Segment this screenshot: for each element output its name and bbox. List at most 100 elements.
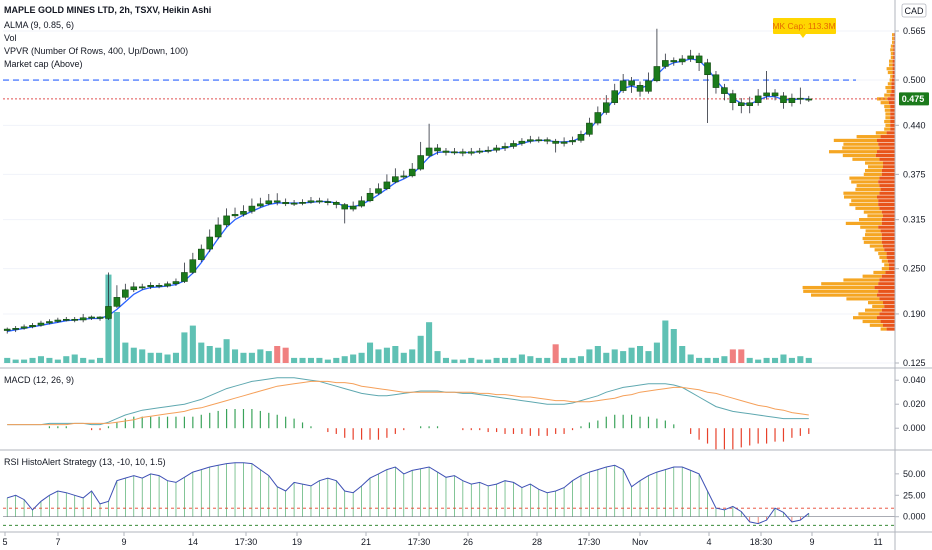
chart-title[interactable]: MAPLE GOLD MINES LTD, 2h, TSXV, Heikin A… xyxy=(4,5,212,15)
vpvr-row-down xyxy=(893,40,895,44)
vpvr-row-up xyxy=(859,218,882,222)
candle-body xyxy=(797,97,804,100)
vpvr-row-up xyxy=(865,168,882,173)
vpvr-row-up xyxy=(877,97,888,101)
volume-bar xyxy=(552,344,559,363)
vpvr-row-up xyxy=(843,278,880,282)
candle-body xyxy=(712,74,720,88)
volume-bar xyxy=(755,359,762,363)
vpvr-row-up xyxy=(875,131,887,135)
volume-bar xyxy=(299,357,306,363)
price-axis[interactable]: 0.565 0.500 0.440 0.375 0.315 0.250 0.190 0.125… xyxy=(895,26,926,522)
candle-body xyxy=(729,93,737,103)
vpvr-row-down xyxy=(879,297,895,301)
volume-bar xyxy=(181,332,188,363)
candle-body xyxy=(181,272,188,282)
volume-bar xyxy=(341,356,348,363)
volume-bar xyxy=(670,329,677,363)
volume-bar xyxy=(240,352,247,363)
candle-body xyxy=(231,214,239,217)
candle-body xyxy=(501,146,509,149)
volume-bar xyxy=(586,349,593,363)
volume-bar xyxy=(206,346,213,363)
y-tick-label: 0.190 xyxy=(903,309,926,319)
candle-body xyxy=(147,285,154,288)
x-tick-label: 7 xyxy=(55,537,60,547)
candle-body xyxy=(586,122,593,135)
legend-macd[interactable]: MACD (12, 26, 9) xyxy=(4,375,75,385)
vpvr-row-down xyxy=(879,278,895,282)
y-tick-label: 0.250 xyxy=(903,264,926,274)
time-axis[interactable]: 5 7 9 14 17:30 19 21 17:30 26 28 17:30 Nov 4 18:30 9 11 xyxy=(2,532,883,547)
volume-bar xyxy=(4,357,11,363)
vpvr-row-up xyxy=(885,123,891,127)
vpvr-row-up xyxy=(865,161,883,165)
vpvr-row-up xyxy=(842,146,880,150)
volume-bar xyxy=(780,354,787,363)
vpvr-row-down xyxy=(875,153,895,158)
candle-body xyxy=(425,147,433,156)
currency-badge[interactable]: CAD xyxy=(901,3,927,18)
volume-bar xyxy=(476,359,483,363)
volume-bar xyxy=(594,346,601,363)
legend-vpvr[interactable]: VPVR (Number Of Rows, 400, Up/Down, 100) xyxy=(4,46,189,56)
vpvr-row-up xyxy=(833,138,877,143)
candle-body xyxy=(467,151,475,154)
candle-body xyxy=(400,175,408,178)
vpvr-row-up xyxy=(803,289,879,293)
candle-body xyxy=(611,90,619,103)
legend-alma[interactable]: ALMA (9, 0.85, 6) xyxy=(4,20,75,30)
candle-body xyxy=(527,139,534,142)
vpvr-row-up xyxy=(851,199,879,203)
candle-body xyxy=(206,236,214,250)
volume-bar xyxy=(485,359,492,363)
vpvr-row-up xyxy=(880,101,889,105)
vpvr-row-up xyxy=(873,270,886,275)
vpvr-row-down xyxy=(874,285,895,290)
vpvr-row-down xyxy=(878,142,895,146)
vpvr-row-up xyxy=(889,63,893,67)
vpvr-row-down xyxy=(879,184,895,188)
candle-body xyxy=(476,150,484,153)
volume-bar xyxy=(527,356,534,363)
vpvr-row-up xyxy=(862,319,881,324)
vpvr-row-up xyxy=(881,267,889,271)
x-tick-label: 5 xyxy=(2,537,7,547)
vpvr-row-down xyxy=(892,78,895,82)
x-tick-label: 18:30 xyxy=(750,537,773,547)
vpvr-row-up xyxy=(851,180,879,184)
vpvr-row-up xyxy=(892,36,894,41)
vpvr-row-up xyxy=(802,285,875,290)
candle-body xyxy=(54,319,62,322)
macd-tick-label: 0.020 xyxy=(903,399,926,409)
volume-bar xyxy=(696,357,703,363)
vpvr-row-down xyxy=(893,48,895,52)
candle-body xyxy=(282,202,289,205)
candle-body xyxy=(46,321,53,324)
legend-marketcap[interactable]: Market cap (Above) xyxy=(4,59,83,69)
candle-body xyxy=(240,211,247,215)
legend-vol[interactable]: Vol xyxy=(4,33,17,43)
candle-body xyxy=(645,80,652,92)
vpvr-row-up xyxy=(890,74,893,78)
vpvr-row-down xyxy=(877,316,895,320)
candle-body xyxy=(518,140,526,144)
vpvr-row-down xyxy=(887,259,895,263)
candle-body xyxy=(754,95,762,103)
candle-body xyxy=(96,316,104,319)
volume-bar xyxy=(729,349,736,363)
volume-bar xyxy=(198,342,205,363)
candle-body xyxy=(307,200,315,203)
price-pane[interactable] xyxy=(3,28,895,364)
rsi-tick-label: 50.00 xyxy=(903,469,926,479)
vpvr-row-up xyxy=(869,244,883,248)
x-tick-label: 17:30 xyxy=(578,537,601,547)
macd-pane[interactable] xyxy=(7,377,810,450)
legend-rsi[interactable]: RSI HistoAlert Strategy (13, -10, 10, 1.… xyxy=(4,457,166,467)
rsi-pane[interactable] xyxy=(3,462,895,526)
volume-bar xyxy=(130,347,137,363)
vpvr-row-up xyxy=(863,240,882,244)
volume-bar xyxy=(189,325,196,363)
